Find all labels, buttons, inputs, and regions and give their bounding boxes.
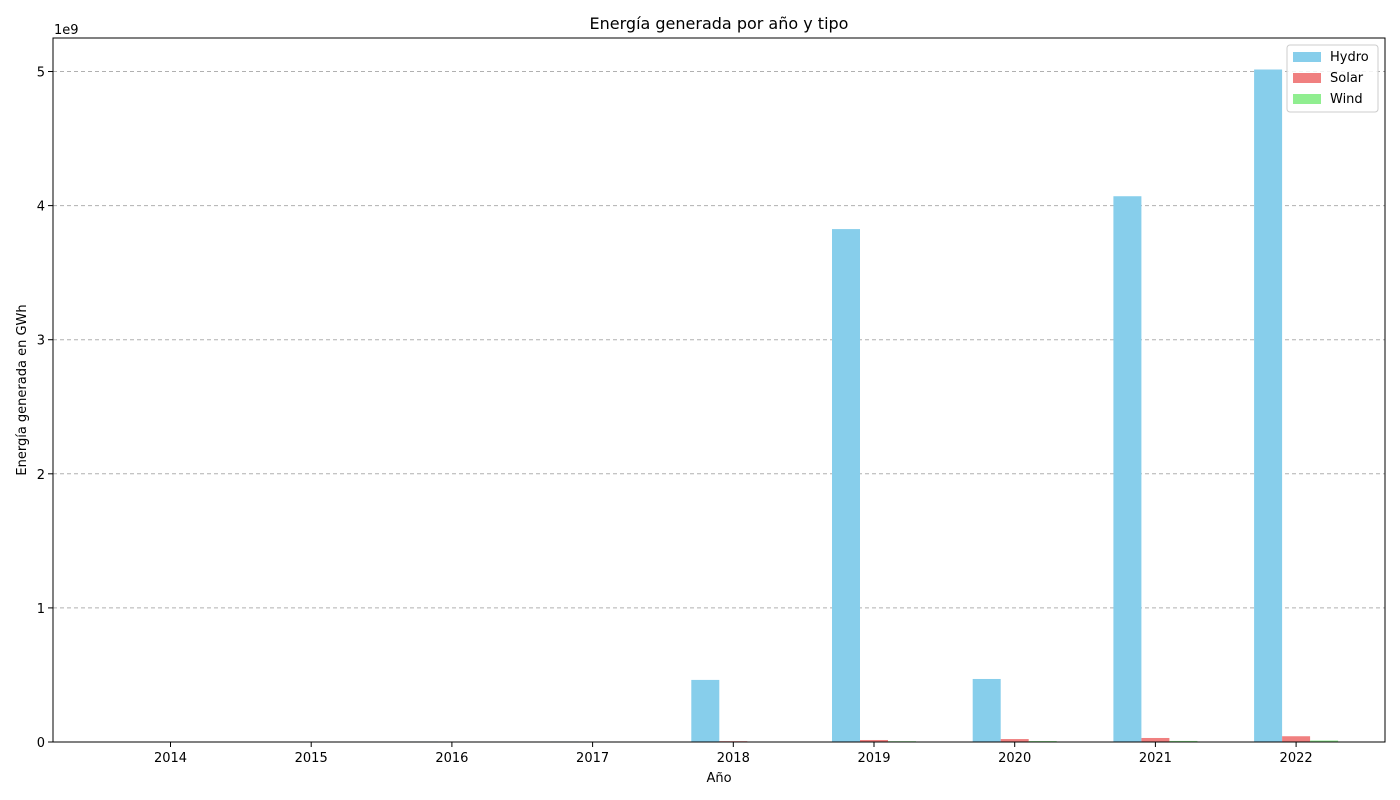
x-tick-label: 2021 [1139, 751, 1172, 766]
legend-swatch-wind [1293, 94, 1321, 104]
bars [128, 69, 1339, 743]
y-axis-ticks: 0 1 2 3 4 5 [37, 66, 53, 751]
bar-solar-2020 [1000, 739, 1029, 742]
grid-lines [53, 71, 1385, 609]
y-tick-label: 0 [37, 736, 45, 751]
bar-hydro-2019 [832, 229, 860, 743]
y-axis-label: Energía generada en GWh [15, 304, 30, 475]
legend: Hydro Solar Wind [1286, 44, 1379, 113]
bar-hydro-2018 [691, 679, 720, 742]
y-tick-label: 5 [37, 66, 45, 81]
bar-solar-2019 [860, 739, 888, 742]
x-tick-label: 2016 [435, 751, 468, 766]
bar-wind-2021 [1169, 740, 1198, 742]
x-tick-label: 2020 [998, 751, 1031, 766]
y-axis-offset-label: 1e9 [54, 23, 79, 38]
x-tick-label: 2014 [154, 751, 187, 766]
bar-hydro-2021 [1113, 196, 1142, 743]
bar-wind-2022 [1310, 740, 1339, 742]
x-tick-label: 2019 [857, 751, 890, 766]
legend-label-hydro: Hydro [1330, 50, 1369, 65]
x-axis-ticks: 2014 2015 2016 2017 2018 2019 2020 2021 2022 [154, 742, 1313, 766]
y-tick-label: 4 [37, 200, 45, 215]
x-axis-label: Año [706, 771, 731, 786]
legend-swatch-solar [1293, 73, 1321, 83]
bar-solar-2021 [1141, 737, 1170, 742]
x-tick-label: 2018 [717, 751, 750, 766]
bar-hydro-2022 [1254, 69, 1283, 742]
y-tick-label: 2 [37, 468, 45, 483]
bar-solar-2022 [1282, 736, 1311, 742]
legend-label-solar: Solar [1330, 71, 1364, 86]
bar-hydro-2020 [972, 678, 1001, 742]
legend-label-wind: Wind [1330, 92, 1363, 107]
y-tick-label: 3 [37, 334, 45, 349]
legend-swatch-hydro [1293, 52, 1321, 62]
plot-frame [52, 37, 1386, 743]
y-tick-label: 1 [37, 602, 45, 617]
x-tick-label: 2015 [295, 751, 328, 766]
x-tick-label: 2017 [576, 751, 609, 766]
x-tick-label: 2022 [1280, 751, 1313, 766]
chart-title: Energía generada por año y tipo [590, 14, 849, 33]
